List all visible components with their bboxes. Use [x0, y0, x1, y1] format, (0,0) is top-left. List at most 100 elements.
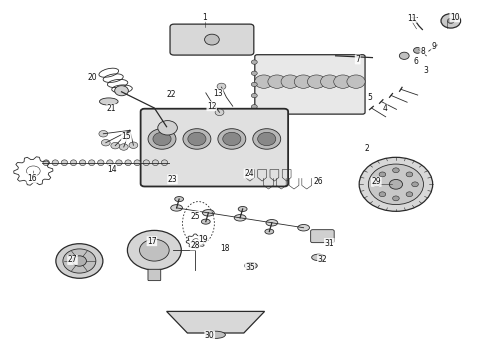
Text: 27: 27	[68, 256, 77, 264]
Text: 3: 3	[424, 66, 429, 75]
Circle shape	[389, 180, 403, 189]
Circle shape	[183, 129, 211, 149]
Ellipse shape	[52, 160, 58, 166]
Circle shape	[258, 132, 276, 146]
Polygon shape	[167, 311, 265, 333]
Ellipse shape	[206, 331, 225, 338]
Ellipse shape	[98, 160, 104, 166]
Circle shape	[63, 249, 96, 273]
Text: 9: 9	[431, 42, 436, 51]
Circle shape	[334, 75, 352, 88]
Circle shape	[251, 94, 257, 98]
Text: 22: 22	[167, 90, 176, 99]
Text: 20: 20	[87, 73, 97, 82]
Ellipse shape	[43, 160, 49, 166]
Circle shape	[253, 129, 281, 149]
Circle shape	[414, 48, 421, 53]
Ellipse shape	[71, 160, 77, 166]
Text: 21: 21	[107, 104, 117, 113]
Text: 24: 24	[244, 169, 254, 178]
Text: 2: 2	[364, 144, 369, 153]
Circle shape	[251, 71, 257, 76]
Circle shape	[120, 144, 128, 150]
Ellipse shape	[89, 160, 95, 166]
Circle shape	[379, 192, 386, 197]
Text: 10: 10	[450, 13, 460, 22]
Circle shape	[406, 192, 413, 197]
Text: 31: 31	[324, 239, 334, 248]
Circle shape	[217, 83, 226, 90]
Circle shape	[281, 75, 299, 88]
Circle shape	[392, 168, 399, 173]
Text: 5: 5	[368, 94, 372, 103]
Ellipse shape	[107, 160, 113, 166]
Circle shape	[251, 105, 257, 109]
Text: 6: 6	[413, 57, 418, 66]
Circle shape	[268, 75, 286, 88]
Text: 25: 25	[190, 212, 200, 220]
Circle shape	[392, 196, 399, 201]
Ellipse shape	[245, 262, 257, 269]
Text: 12: 12	[207, 102, 217, 111]
Ellipse shape	[238, 207, 247, 212]
Circle shape	[158, 121, 177, 135]
Circle shape	[205, 34, 219, 45]
Text: 16: 16	[27, 174, 37, 183]
Circle shape	[255, 75, 273, 88]
Circle shape	[347, 75, 365, 88]
Text: 28: 28	[190, 241, 200, 250]
Ellipse shape	[201, 219, 210, 224]
Circle shape	[99, 131, 108, 137]
Ellipse shape	[171, 204, 182, 211]
Text: 15: 15	[122, 132, 131, 141]
Text: 13: 13	[213, 89, 223, 98]
Text: 19: 19	[198, 235, 208, 244]
Text: 17: 17	[147, 237, 157, 246]
FancyBboxPatch shape	[255, 55, 365, 114]
Circle shape	[368, 164, 423, 204]
Circle shape	[153, 132, 171, 146]
Circle shape	[359, 157, 433, 211]
Ellipse shape	[134, 160, 140, 166]
Circle shape	[379, 172, 386, 177]
Circle shape	[101, 139, 110, 146]
Circle shape	[148, 129, 176, 149]
Circle shape	[115, 86, 128, 96]
Ellipse shape	[143, 160, 149, 166]
Circle shape	[294, 75, 313, 88]
Circle shape	[406, 172, 413, 177]
Circle shape	[320, 75, 339, 88]
Ellipse shape	[125, 160, 131, 166]
Circle shape	[218, 129, 246, 149]
Ellipse shape	[265, 229, 274, 234]
Ellipse shape	[312, 254, 325, 261]
Circle shape	[412, 182, 418, 187]
Text: 30: 30	[205, 331, 215, 340]
Text: 29: 29	[371, 177, 381, 186]
Text: 18: 18	[220, 244, 230, 253]
Ellipse shape	[152, 160, 159, 166]
Circle shape	[215, 109, 224, 116]
Text: 23: 23	[168, 175, 177, 184]
Circle shape	[73, 256, 86, 266]
Circle shape	[223, 132, 241, 146]
Ellipse shape	[175, 197, 184, 202]
Circle shape	[441, 14, 461, 28]
Text: 14: 14	[107, 165, 117, 174]
FancyBboxPatch shape	[170, 24, 254, 55]
Ellipse shape	[116, 160, 122, 166]
Ellipse shape	[202, 210, 214, 216]
Circle shape	[127, 230, 181, 270]
FancyBboxPatch shape	[311, 230, 334, 243]
Ellipse shape	[79, 160, 86, 166]
Circle shape	[399, 52, 409, 59]
Circle shape	[56, 244, 103, 278]
Ellipse shape	[298, 225, 310, 231]
Circle shape	[251, 60, 257, 64]
Circle shape	[373, 182, 380, 187]
FancyBboxPatch shape	[148, 269, 161, 281]
Ellipse shape	[266, 220, 278, 226]
FancyBboxPatch shape	[141, 109, 288, 186]
Circle shape	[447, 18, 454, 23]
Text: 11: 11	[407, 14, 416, 23]
